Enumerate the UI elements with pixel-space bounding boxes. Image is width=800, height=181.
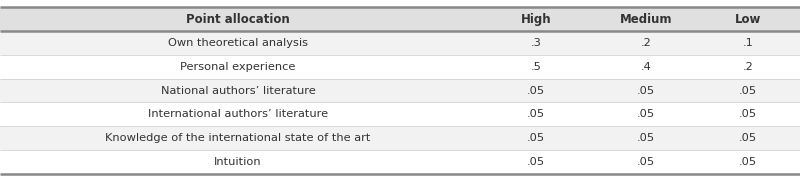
Text: .05: .05 (739, 133, 757, 143)
Bar (0, 150, 800, 174)
Text: International authors’ literature: International authors’ literature (148, 109, 328, 119)
Text: .05: .05 (527, 85, 545, 96)
Text: .05: .05 (527, 109, 545, 119)
Text: .05: .05 (637, 85, 655, 96)
Bar (0, 102, 800, 126)
Bar (0, 31, 800, 55)
Text: .2: .2 (641, 38, 651, 48)
Text: Point allocation: Point allocation (186, 13, 290, 26)
Text: .05: .05 (637, 133, 655, 143)
Text: .3: .3 (530, 38, 542, 48)
Text: Intuition: Intuition (214, 157, 262, 167)
Text: .05: .05 (527, 157, 545, 167)
Text: .05: .05 (637, 157, 655, 167)
Text: .05: .05 (739, 85, 757, 96)
Text: .2: .2 (742, 62, 754, 72)
Bar (0, 79, 800, 102)
Text: High: High (521, 13, 551, 26)
Text: Knowledge of the international state of the art: Knowledge of the international state of … (106, 133, 370, 143)
Text: .1: .1 (742, 38, 754, 48)
Text: Own theoretical analysis: Own theoretical analysis (168, 38, 308, 48)
Text: .4: .4 (641, 62, 651, 72)
Text: .05: .05 (527, 133, 545, 143)
Text: Personal experience: Personal experience (180, 62, 296, 72)
Bar (0, 7, 800, 31)
Text: .05: .05 (739, 109, 757, 119)
Text: .05: .05 (739, 157, 757, 167)
Text: National authors’ literature: National authors’ literature (161, 85, 315, 96)
Bar (0, 55, 800, 79)
Text: .05: .05 (637, 109, 655, 119)
Text: Medium: Medium (620, 13, 672, 26)
Bar (0, 126, 800, 150)
Text: Low: Low (735, 13, 761, 26)
Text: .5: .5 (530, 62, 542, 72)
